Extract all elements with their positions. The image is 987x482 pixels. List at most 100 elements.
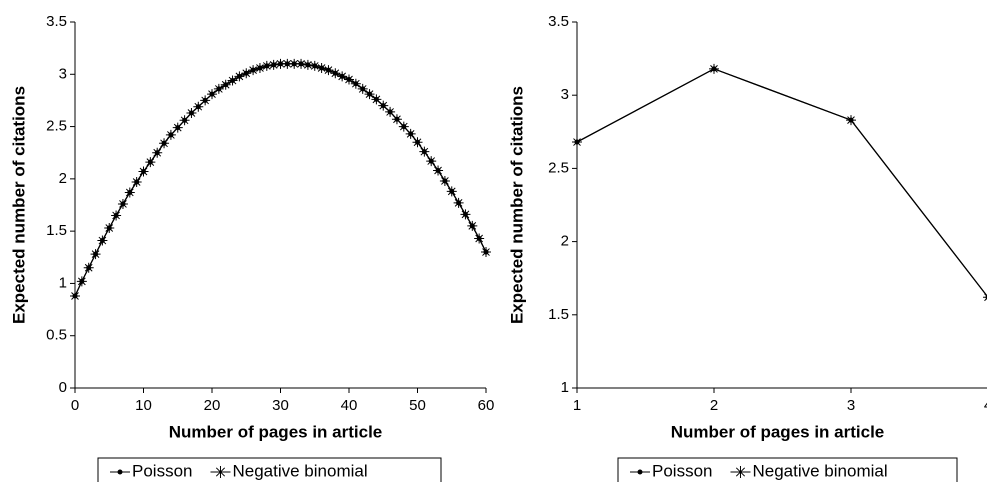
x-tick-label: 40: [341, 397, 358, 414]
asterisk-marker: [117, 198, 128, 209]
x-tick-label: 50: [409, 397, 426, 414]
asterisk-marker: [207, 89, 217, 100]
asterisk-marker: [275, 58, 286, 69]
asterisk-marker: [460, 209, 471, 220]
asterisk-marker: [254, 63, 265, 74]
asterisk-marker: [316, 63, 327, 74]
legend-marker: [734, 466, 747, 478]
legend-label: Poisson: [652, 461, 712, 480]
asterisk-marker: [371, 94, 382, 105]
y-tick-label: 3: [561, 86, 569, 103]
x-tick-label: 10: [135, 397, 152, 414]
asterisk-marker: [138, 166, 149, 177]
asterisk-marker: [179, 115, 190, 126]
asterisk-marker: [70, 290, 80, 301]
x-tick-label: 60: [478, 397, 495, 414]
y-tick-label: 1.5: [46, 222, 67, 239]
asterisk-marker: [378, 100, 389, 111]
asterisk-marker: [165, 129, 176, 140]
series-line: [576, 68, 987, 297]
x-tick-label: 3: [847, 397, 855, 414]
asterisk-marker: [97, 235, 108, 246]
x-tick-label: 30: [272, 397, 289, 414]
asterisk-marker: [159, 138, 170, 149]
asterisk-marker: [131, 176, 142, 187]
asterisk-marker: [193, 101, 204, 112]
legend-marker: [637, 469, 643, 475]
asterisk-marker: [412, 137, 423, 148]
legend-box: [617, 457, 958, 482]
asterisk-marker: [104, 223, 115, 234]
asterisk-marker: [709, 63, 719, 74]
asterisk-marker: [248, 65, 259, 76]
y-tick-label: 1: [561, 379, 569, 396]
legend-marker: [117, 469, 123, 475]
asterisk-marker: [344, 74, 354, 85]
asterisk-marker: [172, 122, 183, 133]
asterisk-marker: [83, 262, 94, 273]
legend-label: Negative binomial: [752, 461, 887, 480]
asterisk-marker: [337, 71, 348, 82]
asterisk-marker: [234, 71, 245, 82]
asterisk-marker: [282, 58, 293, 69]
asterisk-marker: [124, 187, 135, 198]
asterisk-marker: [474, 233, 485, 244]
asterisk-marker: [398, 121, 409, 132]
y-tick-label: 0: [59, 379, 67, 396]
asterisk-marker: [111, 210, 122, 221]
asterisk-marker: [385, 106, 396, 117]
asterisk-marker: [572, 137, 582, 148]
x-tick-label: 0: [71, 397, 79, 414]
asterisk-marker: [152, 147, 163, 158]
legend-box: [97, 457, 442, 482]
asterisk-marker: [268, 59, 279, 70]
asterisk-marker: [433, 165, 444, 176]
asterisk-marker: [453, 197, 464, 208]
asterisk-marker: [309, 60, 320, 71]
x-axis-title: Number of pages in article: [169, 422, 383, 441]
asterisk-marker: [323, 65, 334, 76]
x-tick-label: 20: [204, 397, 221, 414]
asterisk-marker: [481, 247, 491, 258]
asterisk-marker: [439, 175, 450, 186]
asterisk-marker: [261, 60, 272, 71]
y-tick-label: 3.5: [548, 13, 569, 30]
asterisk-marker: [419, 146, 430, 157]
asterisk-marker: [467, 220, 478, 231]
y-tick-label: 3: [59, 65, 67, 82]
asterisk-marker: [357, 83, 368, 94]
asterisk-marker: [846, 115, 856, 126]
y-axis-title: Expected number of citations: [9, 86, 28, 324]
asterisk-marker: [76, 276, 87, 287]
y-tick-label: 0.5: [46, 327, 67, 344]
legend-marker: [214, 466, 227, 478]
asterisk-marker: [391, 114, 402, 125]
asterisk-marker: [983, 293, 987, 302]
y-tick-label: 2.5: [548, 159, 569, 176]
legend-label: Poisson: [132, 461, 192, 480]
asterisk-marker: [302, 59, 313, 70]
asterisk-marker: [200, 95, 211, 106]
asterisk-marker: [227, 75, 238, 86]
asterisk-marker: [446, 186, 457, 197]
asterisk-marker: [186, 107, 197, 118]
asterisk-marker: [90, 249, 101, 260]
asterisk-marker: [364, 89, 375, 100]
x-axis-title: Number of pages in article: [671, 422, 885, 441]
y-axis-title: Expected number of citations: [507, 86, 526, 324]
x-tick-label: 1: [573, 397, 581, 414]
y-tick-label: 3.5: [46, 13, 67, 30]
asterisk-marker: [213, 83, 224, 94]
legend-label: Negative binomial: [232, 461, 367, 480]
y-tick-label: 2.5: [46, 118, 67, 135]
asterisk-marker: [350, 78, 361, 89]
asterisk-marker: [426, 156, 437, 167]
y-tick-label: 1.5: [548, 306, 569, 323]
asterisk-marker: [330, 68, 341, 79]
asterisk-marker: [241, 68, 252, 79]
asterisk-marker: [289, 58, 300, 69]
y-tick-label: 2: [59, 170, 67, 187]
asterisk-marker: [220, 79, 231, 90]
y-tick-label: 1: [59, 274, 67, 291]
